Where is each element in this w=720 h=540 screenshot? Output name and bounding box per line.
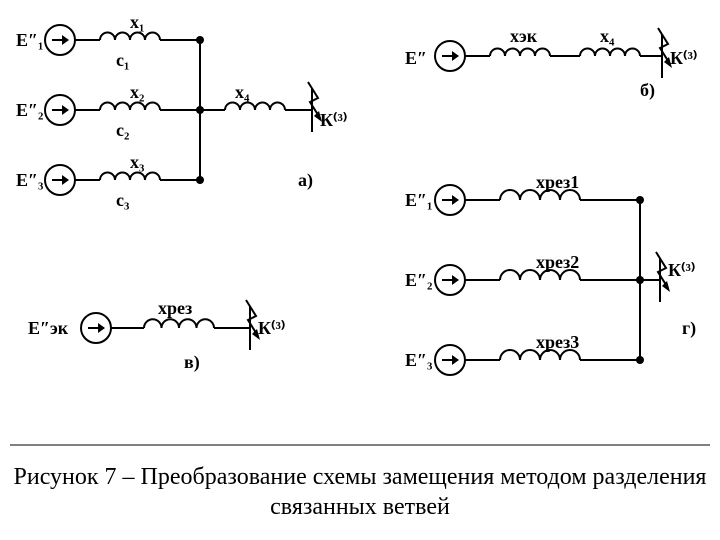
g-tag: г) bbox=[682, 318, 696, 339]
b-src: E″ bbox=[405, 48, 427, 69]
a-src2: E″₂ bbox=[16, 100, 43, 121]
g-src2: E″₂ bbox=[405, 270, 432, 291]
g-src3: E″₃ bbox=[405, 350, 432, 371]
a-x2: x₂ bbox=[130, 82, 144, 103]
v-fault: К⁽³⁾ bbox=[258, 318, 285, 339]
g-src1: E″₁ bbox=[405, 190, 432, 211]
a-x4: x₄ bbox=[235, 82, 249, 103]
a-c3: c₃ bbox=[116, 190, 129, 211]
a-c1: c₁ bbox=[116, 50, 129, 71]
a-src1: E″₁ bbox=[16, 30, 43, 51]
a-fault: К⁽³⁾ bbox=[320, 110, 347, 131]
a-tag: а) bbox=[298, 170, 313, 191]
v-tag: в) bbox=[184, 352, 200, 373]
g-x1: xрез1 bbox=[536, 172, 579, 193]
a-src3: E″₃ bbox=[16, 170, 43, 191]
b-xek: xэк bbox=[510, 26, 537, 47]
g-x3: xрез3 bbox=[536, 332, 579, 353]
v-src: E″эк bbox=[28, 318, 68, 339]
figure-caption: Рисунок 7 – Преобразование схемы замещен… bbox=[0, 462, 720, 522]
b-fault: К⁽³⁾ bbox=[670, 48, 697, 69]
a-c2: c₂ bbox=[116, 120, 129, 141]
b-x4: x₄ bbox=[600, 26, 614, 47]
b-tag: б) bbox=[640, 80, 655, 101]
g-x2: xрез2 bbox=[536, 252, 579, 273]
g-fault: К⁽³⁾ bbox=[668, 260, 695, 281]
a-x3: x₃ bbox=[130, 152, 144, 173]
a-x1: x₁ bbox=[130, 12, 144, 33]
v-x: xрез bbox=[158, 298, 192, 319]
circuit-svg bbox=[0, 0, 720, 540]
